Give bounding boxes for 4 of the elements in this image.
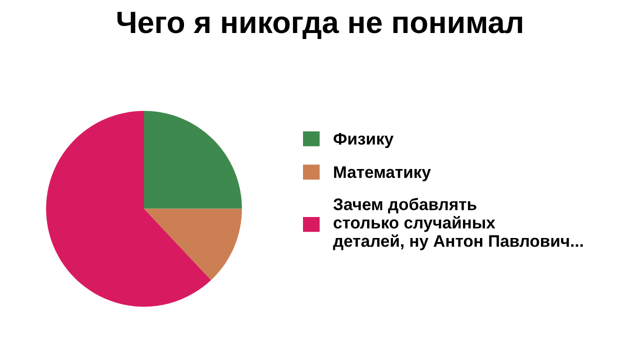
chart-title: Чего я никогда не понимал [117, 12, 522, 40]
legend-label: Математику [334, 166, 431, 182]
legend-label: Зачем добавлять столько случайных деталей, ну Антон Павлович... [333, 198, 583, 250]
legend-label: Физику [334, 133, 394, 148]
